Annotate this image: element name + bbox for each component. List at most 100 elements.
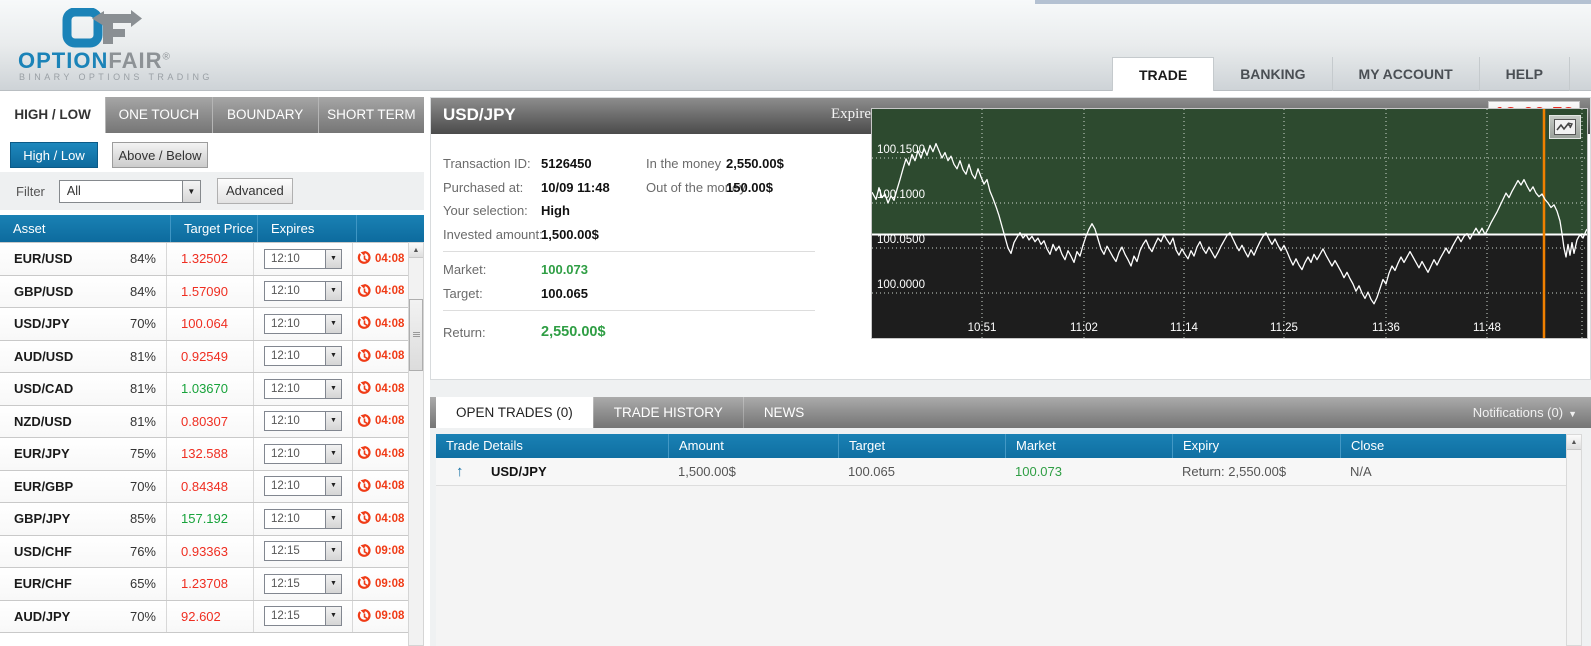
target-label: Target: <box>443 286 483 301</box>
asset-expires-cell: 12:10 ▼ <box>253 405 352 437</box>
asset-row[interactable]: EUR/JPY 75% 132.588 12:10 ▼ 04:08 <box>0 438 408 471</box>
chevron-down-icon[interactable]: ▼ <box>325 574 341 593</box>
expiry-time-select[interactable]: 12:10 ▼ <box>264 508 342 529</box>
top-accent-strip <box>1035 0 1591 4</box>
chevron-down-icon[interactable]: ▼ <box>325 249 341 268</box>
nav-tab-trade[interactable]: TRADE <box>1111 57 1214 91</box>
asset-countdown: 09:08 <box>375 610 405 623</box>
asset-countdown-cell: 09:08 <box>352 535 406 567</box>
tab-boundary[interactable]: BOUNDARY <box>211 97 318 133</box>
subtab-above-below[interactable]: Above / Below <box>112 142 208 168</box>
in-money-label: In the money <box>646 156 722 171</box>
asset-expires-cell: 12:10 ▼ <box>253 308 352 340</box>
asset-target-price: 0.93363 <box>166 535 253 567</box>
chevron-down-icon[interactable]: ▼ <box>325 607 341 626</box>
nav-tab-help[interactable]: HELP <box>1478 57 1570 91</box>
asset-column-header: Asset <box>13 221 46 236</box>
asset-row[interactable]: NZD/USD 81% 0.80307 12:10 ▼ 04:08 <box>0 405 408 438</box>
asset-countdown-cell: 04:08 <box>352 340 406 372</box>
countdown-clock-icon <box>357 348 371 362</box>
asset-row[interactable]: GBP/JPY 85% 157.192 12:10 ▼ 04:08 <box>0 503 408 536</box>
asset-countdown: 04:08 <box>375 415 405 428</box>
chevron-down-icon[interactable]: ▼ <box>325 282 341 301</box>
expiry-time-select[interactable]: 12:10 ▼ <box>264 313 342 334</box>
asset-row[interactable]: AUD/JPY 70% 92.602 12:15 ▼ 09:08 <box>0 600 408 633</box>
asset-name: EUR/CHF <box>14 576 72 592</box>
asset-list-scrollbar[interactable]: ▲ <box>408 242 424 646</box>
chevron-down-icon[interactable]: ▼ <box>325 314 341 333</box>
optionfair-logo[interactable]: OPTIONFAIR® BINARY OPTIONS TRADING <box>18 6 238 86</box>
asset-target-price: 157.192 <box>166 503 253 535</box>
purchased-at-label: Purchased at: <box>443 180 524 195</box>
asset-row[interactable]: EUR/GBP 70% 0.84348 12:10 ▼ 04:08 <box>0 470 408 503</box>
expiry-time-select[interactable]: 12:10 ▼ <box>264 476 342 497</box>
open-trade-row[interactable]: ↑ USD/JPY 1,500.00$ 100.065 100.073 Retu… <box>436 458 1566 486</box>
direction-up-icon: ↑ <box>456 463 464 480</box>
notifications-toggle[interactable]: Notifications (0) ▼ <box>1473 397 1577 430</box>
tab-short-term[interactable]: SHORT TERM <box>317 97 424 133</box>
chevron-down-icon[interactable]: ▼ <box>325 444 341 463</box>
expiry-time-select[interactable]: 12:15 ▼ <box>264 606 342 627</box>
scroll-up-icon[interactable]: ▲ <box>1567 435 1581 450</box>
tab-open-trades[interactable]: OPEN TRADES (0) <box>436 397 593 428</box>
subtab-high-low[interactable]: High / Low <box>10 142 98 168</box>
scroll-up-icon[interactable]: ▲ <box>409 243 423 258</box>
trades-scrollbar[interactable]: ▲ <box>1566 434 1582 646</box>
filter-select[interactable]: All ▼ <box>58 179 201 203</box>
asset-expires-cell: 12:10 ▼ <box>253 275 352 307</box>
expiry-time-select[interactable]: 12:10 ▼ <box>264 411 342 432</box>
asset-payout: 70% <box>129 478 156 494</box>
open-trades-table: Trade Details Amount Target Market Expir… <box>436 434 1566 486</box>
asset-expires-cell: 12:10 ▼ <box>253 470 352 502</box>
chevron-down-icon[interactable]: ▼ <box>325 509 341 528</box>
asset-name: GBP/USD <box>14 283 74 299</box>
asset-row[interactable]: EUR/USD 84% 1.32502 12:10 ▼ 04:08 <box>0 243 408 276</box>
expiry-time-select[interactable]: 12:15 ▼ <box>264 541 342 562</box>
transaction-id-label: Transaction ID: <box>443 156 531 171</box>
asset-row[interactable]: GBP/USD 84% 1.57090 12:10 ▼ 04:08 <box>0 275 408 308</box>
nav-tab-banking[interactable]: BANKING <box>1213 57 1331 91</box>
chart-type-button[interactable] <box>1549 115 1581 139</box>
expiry-time-select[interactable]: 12:10 ▼ <box>264 443 342 464</box>
expiry-time-select[interactable]: 12:10 ▼ <box>264 378 342 399</box>
asset-name: EUR/JPY <box>14 446 70 462</box>
asset-countdown: 09:08 <box>375 577 405 590</box>
expiry-time-value: 12:10 <box>271 382 300 395</box>
asset-row[interactable]: USD/JPY 70% 100.064 12:10 ▼ 04:08 <box>0 308 408 341</box>
trade-amount: 1,500.00$ <box>678 464 736 479</box>
asset-expires-cell: 12:15 ▼ <box>253 600 352 632</box>
scrollbar-thumb[interactable] <box>409 299 423 371</box>
asset-row[interactable]: USD/CAD 81% 1.03670 12:10 ▼ 04:08 <box>0 373 408 406</box>
tab-news[interactable]: NEWS <box>742 397 825 428</box>
return-value: 2,550.00$ <box>541 324 606 340</box>
transaction-id-value: 5126450 <box>541 156 592 171</box>
tab-high-low[interactable]: HIGH / LOW <box>0 97 106 133</box>
chevron-down-icon[interactable]: ▼ <box>325 412 341 431</box>
filter-select-value: All <box>66 183 81 198</box>
expiry-time-select[interactable]: 12:10 ▼ <box>264 281 342 302</box>
tab-trade-history[interactable]: TRADE HISTORY <box>592 397 743 428</box>
amount-column-header: Amount <box>668 434 838 458</box>
chevron-down-icon[interactable]: ▼ <box>325 542 341 561</box>
asset-target-price: 1.23708 <box>166 568 253 600</box>
asset-row[interactable]: EUR/CHF 65% 1.23708 12:15 ▼ 09:08 <box>0 568 408 601</box>
expiry-time-select[interactable]: 12:15 ▼ <box>264 573 342 594</box>
chevron-down-icon[interactable]: ▼ <box>181 180 200 202</box>
asset-row[interactable]: AUD/USD 81% 0.92549 12:10 ▼ 04:08 <box>0 340 408 373</box>
expiry-time-value: 12:10 <box>271 252 300 265</box>
asset-row[interactable]: USD/CHF 76% 0.93363 12:15 ▼ 09:08 <box>0 535 408 568</box>
nav-tab-my-account[interactable]: MY ACCOUNT <box>1331 57 1479 91</box>
divider <box>443 251 815 252</box>
chevron-down-icon[interactable]: ▼ <box>325 477 341 496</box>
expiry-time-select[interactable]: 12:10 ▼ <box>264 248 342 269</box>
chevron-down-icon[interactable]: ▼ <box>325 347 341 366</box>
asset-countdown-cell: 04:08 <box>352 275 406 307</box>
svg-text:11:25: 11:25 <box>1270 322 1298 334</box>
asset-table-header: Asset Target Price Expires <box>0 215 424 242</box>
asset-target-price: 1.57090 <box>166 275 253 307</box>
advanced-button[interactable]: Advanced <box>216 178 293 204</box>
chevron-down-icon[interactable]: ▼ <box>325 379 341 398</box>
return-label: Return: <box>443 325 486 340</box>
tab-one-touch[interactable]: ONE TOUCH <box>105 97 212 133</box>
expiry-time-select[interactable]: 12:10 ▼ <box>264 346 342 367</box>
